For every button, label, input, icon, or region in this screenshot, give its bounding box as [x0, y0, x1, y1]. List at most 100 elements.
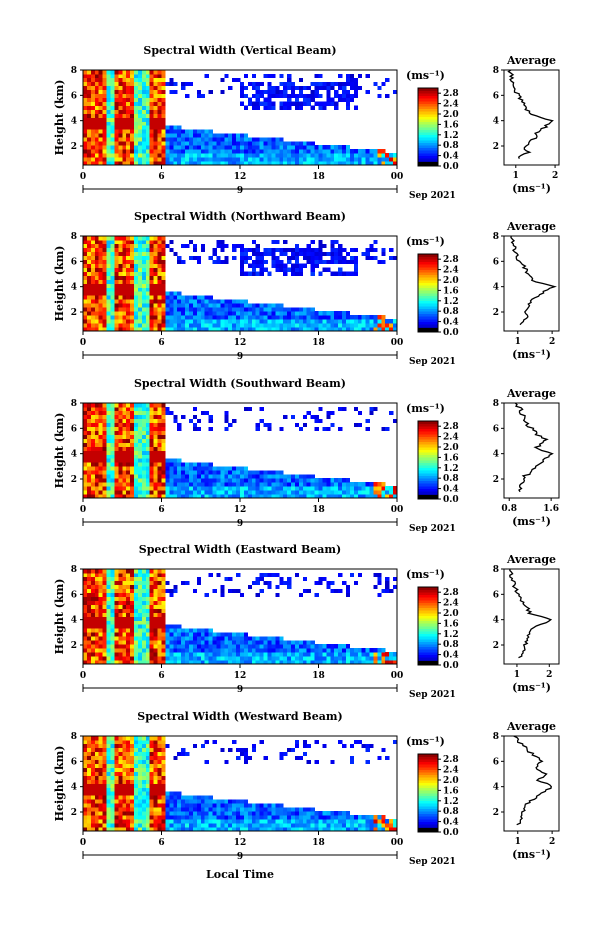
heatmap-cell: [349, 327, 355, 332]
heatmap-cell: [90, 418, 96, 424]
heatmap-cell: [192, 414, 198, 420]
heatmap-cell: [247, 482, 253, 487]
heatmap-cell: [232, 588, 237, 594]
heatmap-cell: [165, 648, 170, 653]
heatmap-cell: [247, 153, 253, 158]
heatmap-cell: [145, 490, 151, 495]
heatmap-cell: [185, 319, 190, 324]
avg-y-tick-label: 8: [493, 66, 499, 76]
heatmap-cell: [86, 157, 92, 162]
colorbar-tick-label: 1.6: [443, 286, 459, 296]
heatmap-cell: [157, 311, 162, 316]
heatmap-cell: [118, 141, 123, 146]
heatmap-cell: [181, 299, 186, 304]
heatmap-cell: [361, 149, 366, 154]
heatmap-cell: [243, 474, 249, 479]
heatmap-cell: [381, 153, 386, 158]
heatmap-cell: [298, 319, 304, 324]
heatmap-cell: [279, 259, 284, 265]
heatmap-cell: [267, 422, 272, 428]
heatmap-cell: [318, 105, 323, 110]
heatmap-cell: [232, 77, 237, 83]
heatmap-cell: [353, 494, 359, 499]
heatmap-cell: [102, 775, 107, 780]
heatmap-cell: [134, 93, 139, 99]
heatmap-cell: [185, 299, 190, 304]
heatmap-cell: [130, 660, 135, 665]
heatmap-cell: [134, 743, 139, 749]
y-tick-label: 2: [71, 641, 77, 651]
heatmap-cell: [298, 157, 304, 162]
heatmap-cell: [110, 93, 115, 99]
heatmap-cell: [114, 283, 119, 288]
heatmap-cell: [385, 486, 390, 491]
heatmap-cell: [259, 482, 264, 487]
heatmap-cell: [165, 490, 170, 495]
date-label: Sep 2021: [409, 357, 456, 367]
heatmap-cell: [161, 410, 166, 416]
heatmap-cell: [86, 771, 92, 776]
heatmap-cell: [267, 490, 272, 495]
heatmap-cell: [149, 787, 154, 792]
heatmap-cell: [314, 85, 319, 91]
heatmap-cell: [263, 474, 268, 479]
heatmap-cell: [188, 418, 194, 424]
heatmap-cell: [275, 644, 280, 649]
heatmap-cell: [224, 153, 229, 158]
heatmap-cell: [377, 157, 382, 162]
heatmap-cell: [240, 644, 245, 649]
heatmap-cell: [86, 247, 92, 253]
heatmap-cell: [118, 795, 123, 800]
heatmap-cell: [153, 406, 158, 412]
heatmap-cell: [232, 494, 237, 499]
heatmap-cell: [98, 819, 103, 824]
heatmap-cell: [102, 759, 107, 765]
heatmap-cell: [220, 149, 225, 154]
heatmap-cell: [141, 612, 147, 617]
heatmap-cell: [294, 311, 300, 316]
heatmap-cell: [153, 494, 158, 499]
heatmap-cell: [149, 783, 154, 788]
heatmap-cell: [161, 97, 166, 102]
heatmap-cell: [196, 161, 202, 166]
heatmap-cell: [102, 418, 107, 424]
heatmap-cell: [294, 105, 300, 110]
heatmap-cell: [204, 410, 209, 416]
heatmap-cell: [181, 482, 186, 487]
heatmap-cell: [126, 149, 131, 154]
heatmap-cell: [98, 287, 103, 292]
heatmap-cell: [94, 636, 99, 641]
heatmap-cell: [345, 149, 351, 154]
heatmap-cell: [86, 70, 92, 75]
heatmap-cell: [185, 295, 190, 300]
heatmap-cell: [141, 652, 147, 657]
heatmap-cell: [185, 648, 190, 653]
heatmap-cell: [192, 656, 198, 661]
heatmap-cell: [173, 295, 178, 300]
heatmap-cell: [236, 137, 241, 142]
heatmap-cell: [122, 632, 127, 637]
heatmap-cell: [86, 584, 92, 590]
heatmap-cell: [90, 81, 96, 87]
heatmap-cell: [153, 101, 158, 106]
heatmap-cell: [204, 652, 209, 657]
heatmap-cell: [161, 323, 166, 328]
heatmap-cell: [157, 620, 162, 625]
heatmap-cell: [322, 145, 327, 150]
heatmap-cell: [137, 70, 143, 75]
heatmap-cell: [330, 161, 335, 166]
heatmap-cell: [157, 70, 162, 75]
heatmap-cell: [102, 279, 107, 284]
heatmap-cell: [318, 315, 323, 320]
heatmap-cell: [342, 247, 347, 253]
heatmap-cell: [134, 450, 139, 455]
heatmap-cell: [110, 584, 115, 590]
heatmap-cell: [228, 466, 233, 471]
avg-y-tick-label: 8: [493, 399, 499, 409]
heatmap-cell: [291, 478, 296, 483]
heatmap-cell: [157, 414, 162, 420]
heatmap-cell: [330, 410, 335, 416]
heatmap-cell: [177, 157, 182, 162]
heatmap-cell: [259, 251, 264, 257]
heatmap-cell: [200, 640, 205, 645]
